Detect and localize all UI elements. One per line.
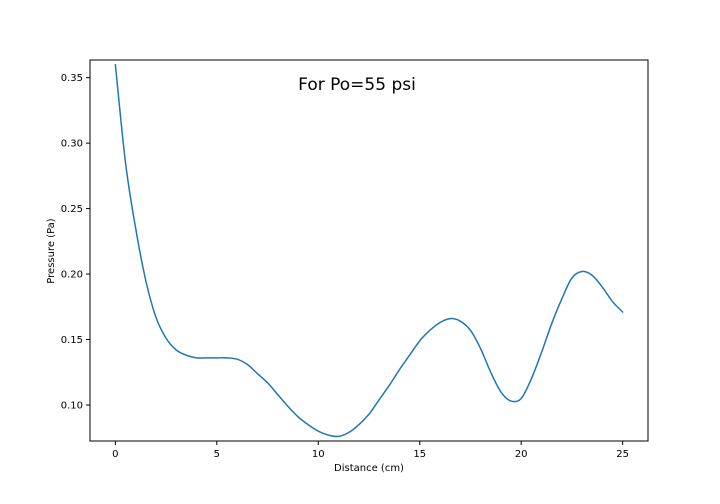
y-tick-label: 0.35 [61,73,83,84]
pressure-series-line [114,63,624,438]
plot-area: 0 5 10 15 20 25 0.10 0.15 0.20 0.25 0.30 0.35 [61,59,649,460]
x-tick-label: 5 [214,449,220,460]
x-axis-ticks: 0 5 10 15 20 25 [112,441,629,460]
y-tick-label: 0.30 [61,139,83,150]
x-tick-label: 25 [616,449,629,460]
y-axis-ticks: 0.10 0.15 0.20 0.25 0.30 0.35 [61,73,90,411]
y-tick-label: 0.10 [61,400,83,411]
x-tick-label: 20 [515,449,528,460]
y-axis-label: Pressure (Pa) [46,218,57,283]
x-axis-label: Distance (cm) [334,463,404,474]
chart-title: For Po=55 psi [298,75,416,95]
y-tick-label: 0.15 [61,335,83,346]
x-tick-label: 0 [112,449,118,460]
y-tick-label: 0.20 [61,270,83,281]
x-tick-label: 10 [312,449,325,460]
series-layer [114,63,624,438]
y-tick-label: 0.25 [61,204,83,215]
axes-frame [89,59,649,442]
x-tick-label: 15 [413,449,426,460]
